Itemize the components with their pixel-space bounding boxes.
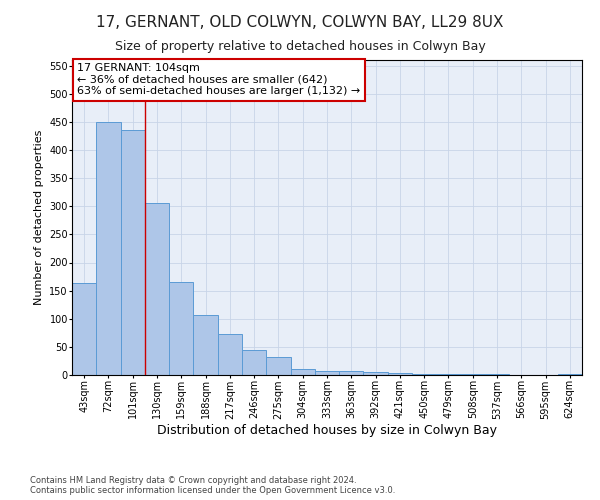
Text: 17, GERNANT, OLD COLWYN, COLWYN BAY, LL29 8UX: 17, GERNANT, OLD COLWYN, COLWYN BAY, LL2… — [96, 15, 504, 30]
Bar — [436, 374, 461, 375]
Bar — [193, 315, 218, 375]
Bar — [485, 374, 509, 375]
Bar — [121, 130, 145, 375]
Text: Size of property relative to detached houses in Colwyn Bay: Size of property relative to detached ho… — [115, 40, 485, 53]
Bar — [96, 122, 121, 375]
Bar — [72, 284, 96, 375]
Y-axis label: Number of detached properties: Number of detached properties — [34, 130, 44, 305]
Bar — [266, 357, 290, 375]
Bar — [169, 282, 193, 375]
Bar — [242, 350, 266, 375]
X-axis label: Distribution of detached houses by size in Colwyn Bay: Distribution of detached houses by size … — [157, 424, 497, 437]
Bar — [218, 334, 242, 375]
Bar — [558, 374, 582, 375]
Bar — [364, 372, 388, 375]
Bar — [388, 374, 412, 375]
Text: Contains HM Land Registry data © Crown copyright and database right 2024.
Contai: Contains HM Land Registry data © Crown c… — [30, 476, 395, 495]
Bar — [339, 370, 364, 375]
Text: 17 GERNANT: 104sqm
← 36% of detached houses are smaller (642)
63% of semi-detach: 17 GERNANT: 104sqm ← 36% of detached hou… — [77, 63, 361, 96]
Bar — [290, 370, 315, 375]
Bar — [412, 374, 436, 375]
Bar — [145, 204, 169, 375]
Bar — [461, 374, 485, 375]
Bar — [315, 370, 339, 375]
